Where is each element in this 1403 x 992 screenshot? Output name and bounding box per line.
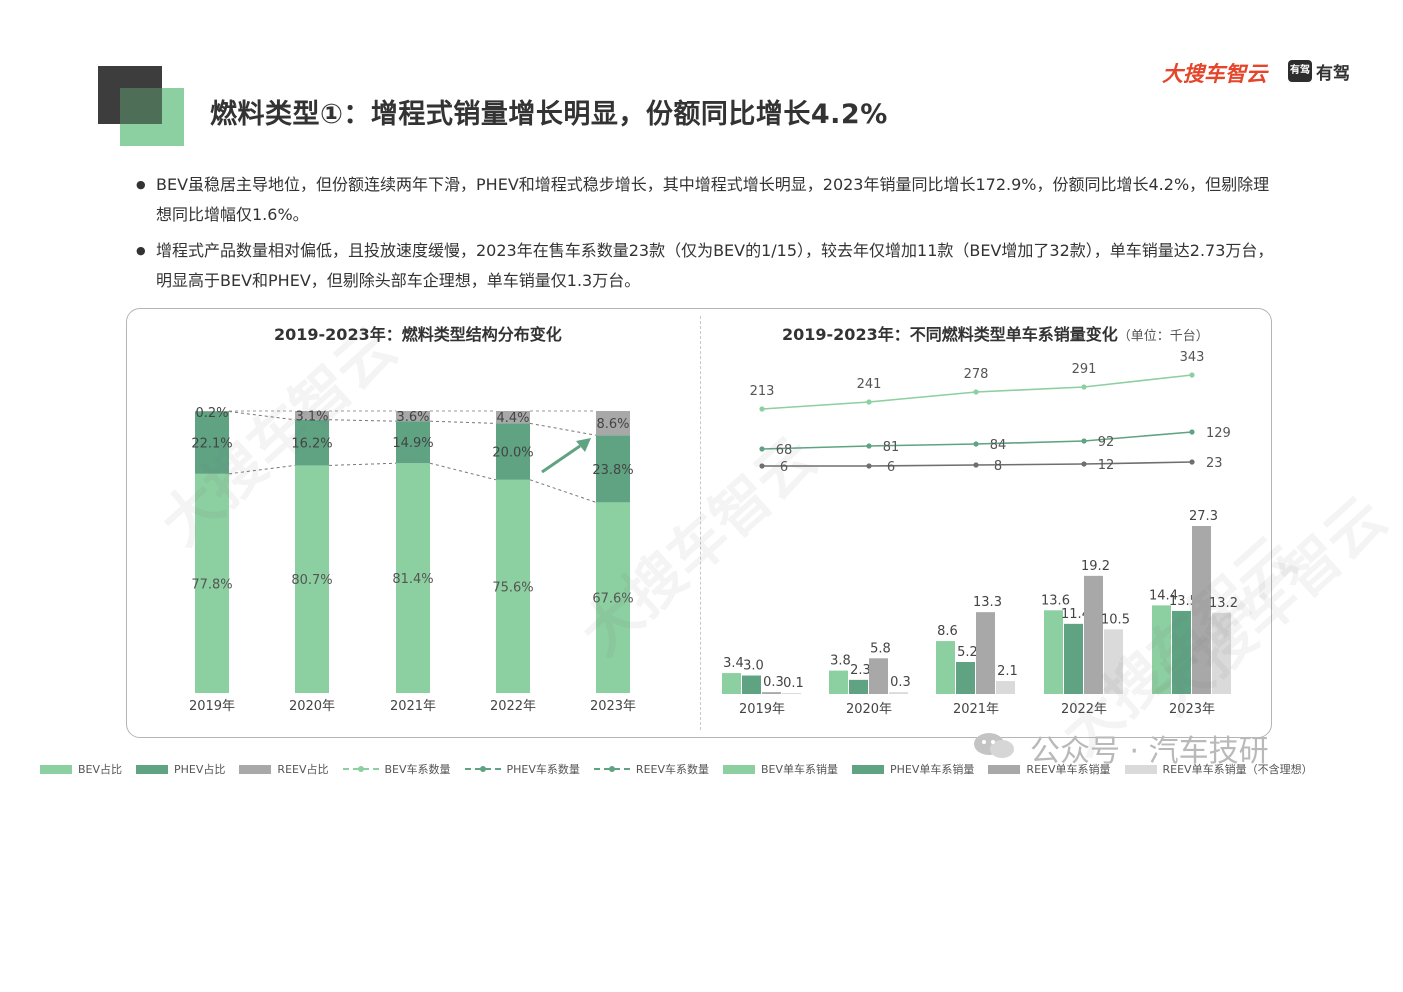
legend-label: PHEV车系数量 <box>506 763 580 776</box>
legend-label: BEV车系数量 <box>384 763 451 776</box>
legend-item-9: REEV单车系销量（不含理想） <box>1124 761 1313 777</box>
legend-swatch <box>852 764 885 774</box>
panel-divider <box>700 316 701 730</box>
legend-item-0: BEV占比 <box>40 761 122 777</box>
legend-label: REEV占比 <box>277 763 329 776</box>
legend-swatch <box>239 764 272 774</box>
right-chart-title: 2019-2023年：不同燃料类型单车系销量变化（单位：千台） <box>782 321 1209 345</box>
legend-item-4: PHEV车系数量 <box>464 761 580 777</box>
partner-logo-text: 有驾 <box>1316 64 1350 84</box>
bullet-point-1: BEV虽稳居主导地位，但份额连续两年下滑，PHEV和增程式稳步增长，其中增程式增… <box>136 170 1276 230</box>
partner-logo-icon: 有驾 <box>1288 60 1312 82</box>
bullet-point-2: 增程式产品数量相对偏低，且投放速度缓慢，2023年在售车系数量23款（仅为BEV… <box>136 236 1276 296</box>
legend-swatch <box>40 764 72 774</box>
wechat-account-tag: 公众号 · 汽车技研 <box>1030 734 1269 769</box>
legend-swatch <box>136 764 169 774</box>
legend-item-1: PHEV占比 <box>136 761 225 777</box>
legend-swatch <box>342 764 379 774</box>
legend-label: PHEV占比 <box>174 763 226 776</box>
title-decoration-overlap <box>120 88 162 124</box>
legend-item-7: PHEV单车系销量 <box>852 761 974 777</box>
legend-swatch <box>988 764 1021 774</box>
legend-item-6: BEV单车系销量 <box>723 761 838 777</box>
right-chart-unit: （单位：千台） <box>1117 329 1209 344</box>
legend-item-8: REEV单车系销量 <box>988 761 1111 777</box>
chart-panel <box>126 308 1272 738</box>
legend-label: PHEV单车系销量 <box>890 763 975 776</box>
legend-label: BEV单车系销量 <box>761 763 839 776</box>
legend-item-2: REEV占比 <box>239 761 329 777</box>
right-chart-title-text: 2019-2023年：不同燃料类型单车系销量变化 <box>782 325 1118 344</box>
left-chart-title: 2019-2023年：燃料类型结构分布变化 <box>274 325 562 344</box>
legend-label: REEV单车系销量（不含理想） <box>1162 763 1313 776</box>
legend-item-5: REEV车系数量 <box>593 761 709 777</box>
legend-swatch <box>593 764 630 774</box>
legend-swatch <box>1124 764 1157 774</box>
legend-swatch <box>464 764 501 774</box>
wechat-icon <box>974 733 1014 758</box>
legend-label: REEV车系数量 <box>635 763 709 776</box>
legend-swatch <box>723 764 755 774</box>
chart-legend: BEV占比 PHEV占比 REEV占比 BEV车系数量 PHEV车系数量 REEV车系数量… <box>40 761 1313 777</box>
brand-logo-text: 大搜车智云 <box>1162 62 1267 86</box>
page-title: 燃料类型①：增程式销量增长明显，份额同比增长4.2% <box>210 99 888 130</box>
legend-item-3: BEV车系数量 <box>342 761 451 777</box>
legend-label: REEV单车系销量 <box>1026 763 1111 776</box>
legend-label: BEV占比 <box>78 763 123 776</box>
